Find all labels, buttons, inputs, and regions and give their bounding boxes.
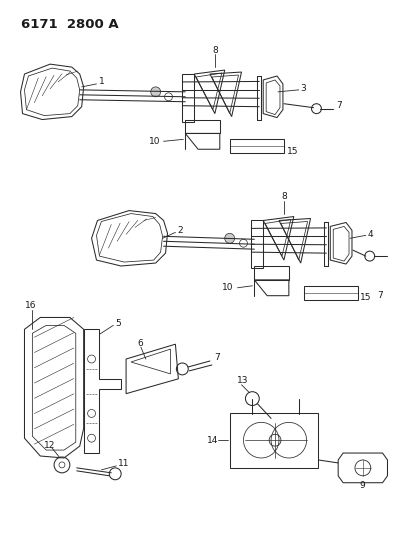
Text: 8: 8 xyxy=(211,46,217,55)
Circle shape xyxy=(224,233,234,243)
Text: 1: 1 xyxy=(98,77,104,86)
Text: 4: 4 xyxy=(367,230,373,239)
Text: 3: 3 xyxy=(300,84,306,93)
Text: 10: 10 xyxy=(148,137,160,146)
Text: 8: 8 xyxy=(280,192,286,201)
Text: 5: 5 xyxy=(115,319,121,328)
Text: 15: 15 xyxy=(286,147,298,156)
Text: 16: 16 xyxy=(25,301,36,310)
Text: 2: 2 xyxy=(177,226,182,235)
Text: 15: 15 xyxy=(359,293,371,302)
Text: 14: 14 xyxy=(207,435,218,445)
Text: 11: 11 xyxy=(118,459,129,469)
Text: 10: 10 xyxy=(221,283,233,292)
Text: 12: 12 xyxy=(44,441,56,450)
Text: 9: 9 xyxy=(359,481,365,490)
Text: 6: 6 xyxy=(137,338,142,348)
Circle shape xyxy=(151,87,160,97)
Text: 13: 13 xyxy=(236,376,247,385)
Text: 6171  2800 A: 6171 2800 A xyxy=(20,18,118,31)
Text: 7: 7 xyxy=(377,291,382,300)
Text: 7: 7 xyxy=(213,352,219,361)
Text: 7: 7 xyxy=(335,101,341,110)
